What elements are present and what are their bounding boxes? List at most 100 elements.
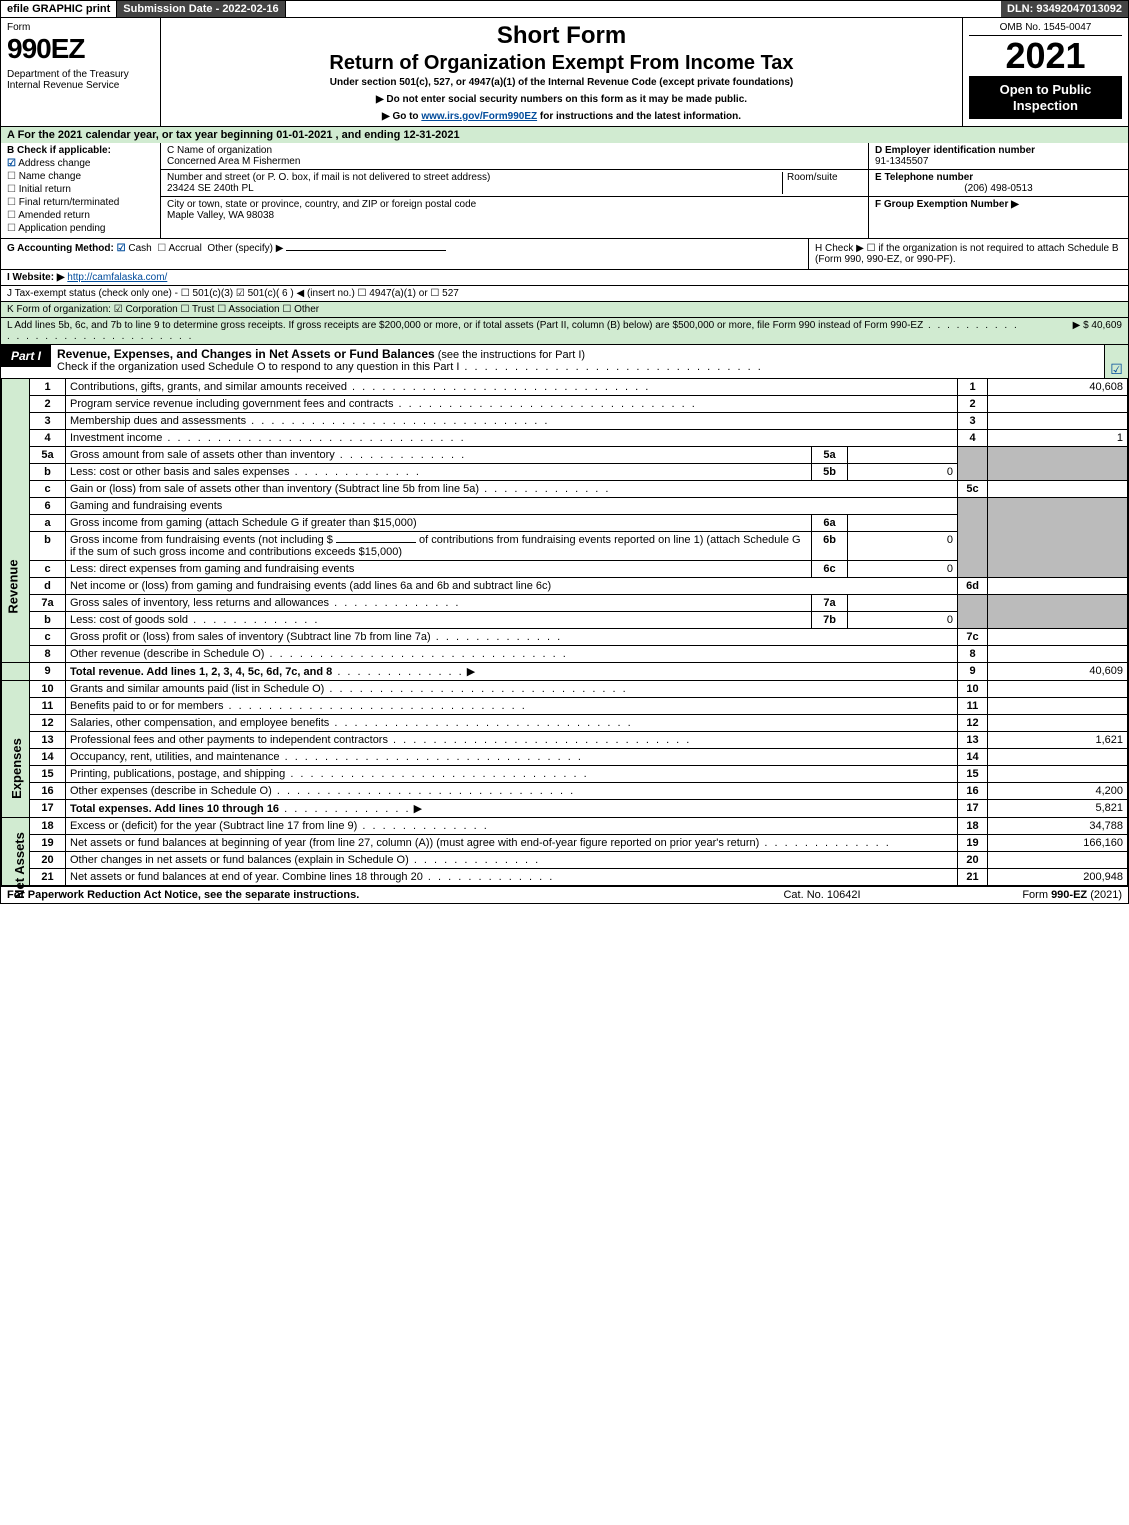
footer-right-post: (2021) <box>1087 889 1122 901</box>
ln-desc: Benefits paid to or for members <box>66 698 958 715</box>
table-row: 20 Other changes in net assets or fund b… <box>2 852 1128 869</box>
website-link[interactable]: http://camfalaska.com/ <box>67 272 167 283</box>
chk-address-change[interactable]: ☑ Address change <box>7 158 154 169</box>
col-num: 16 <box>958 783 988 800</box>
section-j: J Tax-exempt status (check only one) - ☐… <box>1 285 1128 301</box>
ln-desc: Salaries, other compensation, and employ… <box>66 715 958 732</box>
col-val <box>988 681 1128 698</box>
col-num: 4 <box>958 430 988 447</box>
unchecked-icon: ☐ <box>7 184 16 195</box>
ln-num: b <box>30 612 66 629</box>
ln-desc: Total revenue. Add lines 1, 2, 3, 4, 5c,… <box>66 663 958 681</box>
section-b: B Check if applicable: ☑ Address change … <box>1 143 161 238</box>
ln-desc: Printing, publications, postage, and shi… <box>66 766 958 783</box>
col-val <box>988 698 1128 715</box>
section-h: H Check ▶ ☐ if the organization is not r… <box>808 239 1128 269</box>
ln-num: 20 <box>30 852 66 869</box>
footer-right-pre: Form <box>1022 889 1051 901</box>
sub-val: 0 <box>848 561 958 578</box>
col-num: 19 <box>958 835 988 852</box>
chk-label: Address change <box>18 158 90 169</box>
ln-desc: Contributions, gifts, grants, and simila… <box>66 379 958 396</box>
l17-desc: Total expenses. Add lines 10 through 16 <box>70 803 279 815</box>
ln-num: 8 <box>30 646 66 663</box>
ln-num: 1 <box>30 379 66 396</box>
section-l-value: ▶ $ 40,609 <box>1022 320 1122 342</box>
group-exempt-label: F Group Exemption Number ▶ <box>875 199 1019 210</box>
g-other-input[interactable] <box>286 250 446 251</box>
irs-link[interactable]: www.irs.gov/Form990EZ <box>421 111 537 122</box>
chk-label: Amended return <box>18 210 90 221</box>
spacer <box>286 1 1001 17</box>
footer-right-bold: 990-EZ <box>1051 889 1087 901</box>
col-num: 5c <box>958 481 988 498</box>
ln-desc: Other revenue (describe in Schedule O) <box>66 646 958 663</box>
subtitle: Under section 501(c), 527, or 4947(a)(1)… <box>167 77 956 88</box>
footer: For Paperwork Reduction Act Notice, see … <box>0 887 1129 904</box>
table-row: Revenue 1 Contributions, gifts, grants, … <box>2 379 1128 396</box>
section-e: E Telephone number (206) 498-0513 <box>869 170 1128 197</box>
col-val <box>988 749 1128 766</box>
efile-label[interactable]: efile GRAPHIC print <box>1 1 117 17</box>
form-number: 990EZ <box>7 33 154 65</box>
section-b-header: B Check if applicable: <box>7 145 154 156</box>
chk-label: Name change <box>19 171 81 182</box>
ln-num: 3 <box>30 413 66 430</box>
col-num: 7c <box>958 629 988 646</box>
phone-value: (206) 498-0513 <box>875 183 1122 194</box>
ln-desc: Professional fees and other payments to … <box>66 732 958 749</box>
omb-number: OMB No. 1545-0047 <box>969 22 1122 36</box>
netassets-sidelabel: Net Assets <box>2 818 30 886</box>
col-val: 1,621 <box>988 732 1128 749</box>
chk-application-pending[interactable]: ☐ Application pending <box>7 223 154 234</box>
chk-final-return[interactable]: ☐ Final return/terminated <box>7 197 154 208</box>
dln: DLN: 93492047013092 <box>1001 1 1128 17</box>
table-row: 11 Benefits paid to or for members 11 <box>2 698 1128 715</box>
ln-num: 5a <box>30 447 66 464</box>
header-right: OMB No. 1545-0047 2021 Open to Public In… <box>963 18 1128 126</box>
chk-initial-return[interactable]: ☐ Initial return <box>7 184 154 195</box>
ln-desc: Occupancy, rent, utilities, and maintena… <box>66 749 958 766</box>
l6b-desc1: Gross income from fundraising events (no… <box>70 534 333 546</box>
gh-row: G Accounting Method: ☑ Cash ☐ Accrual Ot… <box>1 238 1128 269</box>
chk-name-change[interactable]: ☐ Name change <box>7 171 154 182</box>
section-cde: C Name of organization Concerned Area M … <box>161 143 1128 238</box>
sub-val <box>848 595 958 612</box>
ln-desc: Other expenses (describe in Schedule O) <box>66 783 958 800</box>
ln-num: 13 <box>30 732 66 749</box>
chk-amended-return[interactable]: ☐ Amended return <box>7 210 154 221</box>
sub-val <box>848 447 958 464</box>
chk-label: Application pending <box>18 223 105 234</box>
sub-num: 7b <box>812 612 848 629</box>
grey-cell <box>958 595 988 629</box>
chk-label: Final return/terminated <box>19 197 120 208</box>
netassets-text: Net Assets <box>12 832 27 899</box>
city-label: City or town, state or province, country… <box>167 199 862 210</box>
footer-left: For Paperwork Reduction Act Notice, see … <box>7 889 722 901</box>
section-d: D Employer identification number 91-1345… <box>869 143 1128 170</box>
table-row: Expenses 10 Grants and similar amounts p… <box>2 681 1128 698</box>
contrib-input[interactable] <box>336 542 416 543</box>
chk-label: Initial return <box>19 184 71 195</box>
ln-desc: Gross income from fundraising events (no… <box>66 532 812 561</box>
expenses-sidelabel: Expenses <box>2 681 30 818</box>
street-cell: Number and street (or P. O. box, if mail… <box>161 170 868 197</box>
unchecked-icon: ☐ <box>7 171 16 182</box>
ln-desc: Excess or (deficit) for the year (Subtra… <box>66 818 958 835</box>
sub-val: 0 <box>848 464 958 481</box>
table-row: 14 Occupancy, rent, utilities, and maint… <box>2 749 1128 766</box>
form-label: Form <box>7 22 154 33</box>
grey-cell <box>988 498 1128 578</box>
part-i-check[interactable]: ☑ <box>1104 345 1128 378</box>
ln-num: 18 <box>30 818 66 835</box>
instruct2: ▶ Go to www.irs.gov/Form990EZ for instru… <box>167 111 956 122</box>
org-name: Concerned Area M Fishermen <box>167 156 300 167</box>
section-f: F Group Exemption Number ▶ <box>869 197 1128 212</box>
col-val <box>988 715 1128 732</box>
ln-num: b <box>30 464 66 481</box>
ln-num: 14 <box>30 749 66 766</box>
ln-num: 15 <box>30 766 66 783</box>
revenue-text: Revenue <box>6 559 21 613</box>
col-num: 6d <box>958 578 988 595</box>
check-icon: ☑ <box>7 158 16 169</box>
